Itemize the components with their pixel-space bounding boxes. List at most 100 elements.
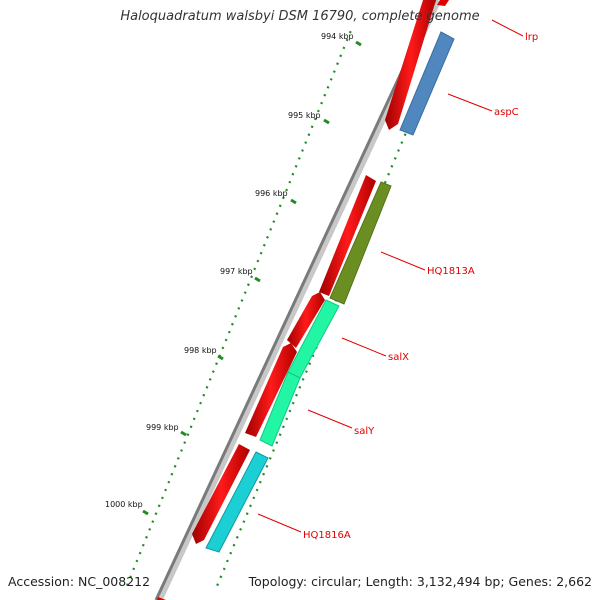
- minor-tick: [265, 464, 269, 468]
- tick-mark: [142, 509, 149, 516]
- minor-tick: [183, 441, 187, 444]
- red-feature: [319, 175, 376, 296]
- minor-tick: [320, 101, 324, 105]
- minor-tick: [237, 307, 241, 310]
- minor-tick: [229, 551, 233, 555]
- minor-tick: [298, 385, 302, 389]
- minor-tick: [297, 157, 301, 160]
- topology-text: Topology: circular; Length: 3,132,494 bp…: [248, 574, 592, 589]
- minor-tick: [215, 362, 218, 366]
- tick-999: 999 kbp: [146, 423, 187, 437]
- minor-tick: [262, 472, 266, 476]
- minor-tick: [304, 141, 308, 144]
- minor-tick: [240, 299, 244, 302]
- leader-line: [341, 337, 387, 357]
- minor-tick: [235, 535, 239, 539]
- tick-label: 995 kbp: [288, 111, 321, 120]
- minor-tick: [301, 149, 304, 152]
- minor-tick: [230, 322, 234, 326]
- minor-tick: [135, 559, 139, 563]
- tick-998: 998 kbp: [184, 346, 224, 361]
- minor-tick: [141, 543, 145, 547]
- minor-tick: [393, 157, 397, 160]
- minor-tick: [288, 180, 292, 184]
- gene-name: salY: [354, 426, 375, 437]
- minor-tick: [219, 575, 223, 579]
- minor-tick: [259, 251, 263, 255]
- minor-tick: [148, 528, 152, 531]
- minor-tick: [345, 38, 349, 42]
- accession-text: Accession: NC_008212: [8, 574, 151, 589]
- gene-label-aspC: aspC: [447, 93, 519, 118]
- minor-tick: [313, 117, 317, 121]
- minor-tick: [294, 164, 298, 168]
- gene-block-HQ1816A: [205, 451, 269, 553]
- minor-tick: [216, 583, 220, 587]
- minor-tick: [278, 204, 282, 208]
- minor-tick: [281, 425, 285, 429]
- minor-tick: [266, 235, 269, 239]
- gene-name: aspC: [494, 107, 519, 118]
- minor-tick: [208, 378, 212, 381]
- gene-block-aspC: [399, 31, 455, 136]
- minor-tick: [245, 512, 249, 516]
- minor-tick: [390, 164, 394, 168]
- minor-tick: [256, 259, 260, 263]
- minor-tick: [288, 409, 292, 413]
- minor-tick: [170, 472, 174, 476]
- tick-label: 994 kbp: [321, 32, 354, 41]
- minor-tick: [221, 346, 225, 350]
- minor-tick: [387, 172, 391, 176]
- tick-996: 996 kbp: [255, 189, 297, 205]
- minor-tick: [205, 385, 209, 389]
- minor-tick: [316, 109, 320, 113]
- gene-block-lrp: [437, 0, 449, 6]
- minor-tick: [227, 330, 231, 334]
- gene-block-salY: [259, 371, 301, 447]
- minor-tick: [326, 85, 330, 89]
- tick-997: 997 kbp: [220, 267, 261, 283]
- minor-tick: [125, 583, 129, 587]
- leader-line: [257, 513, 302, 533]
- minor-tick: [403, 133, 407, 137]
- minor-tick: [291, 401, 295, 405]
- minor-tick: [285, 417, 289, 421]
- minor-tick: [239, 528, 243, 531]
- minor-tick: [255, 488, 259, 492]
- minor-tick: [383, 180, 387, 184]
- minor-tick: [291, 172, 295, 176]
- minor-tick: [186, 433, 190, 437]
- tick-1000: 1000 kbp: [105, 500, 149, 516]
- gene-name: HQ1813A: [427, 266, 475, 277]
- tick-label: 998 kbp: [184, 346, 217, 355]
- minor-tick: [138, 551, 142, 555]
- gene-label-HQ1813A: HQ1813A: [380, 251, 475, 277]
- red-feature: [157, 597, 166, 600]
- tick-label: 997 kbp: [220, 267, 253, 276]
- minor-tick: [132, 567, 136, 571]
- minor-tick: [252, 496, 256, 500]
- minor-tick: [154, 512, 158, 516]
- tick-label: 999 kbp: [146, 423, 179, 432]
- gene-name: lrp: [525, 32, 538, 43]
- minor-tick: [225, 559, 229, 563]
- minor-tick: [348, 30, 352, 34]
- red-features: [157, 0, 436, 600]
- tick-mark: [217, 354, 224, 361]
- minor-tick: [224, 338, 228, 342]
- minor-tick: [262, 243, 266, 247]
- backbone-line: [154, 0, 437, 600]
- tick-994: 994 kbp: [321, 32, 362, 47]
- minor-tick: [129, 575, 133, 579]
- leader-line: [380, 251, 426, 271]
- minor-tick: [176, 457, 180, 460]
- minor-tick: [157, 504, 161, 508]
- minor-tick: [397, 149, 400, 152]
- minor-tick: [145, 535, 148, 539]
- minor-tick: [269, 228, 273, 231]
- minor-tick: [234, 314, 238, 318]
- leader-line: [307, 409, 353, 429]
- minor-tick: [180, 449, 183, 452]
- minor-tick: [173, 464, 177, 468]
